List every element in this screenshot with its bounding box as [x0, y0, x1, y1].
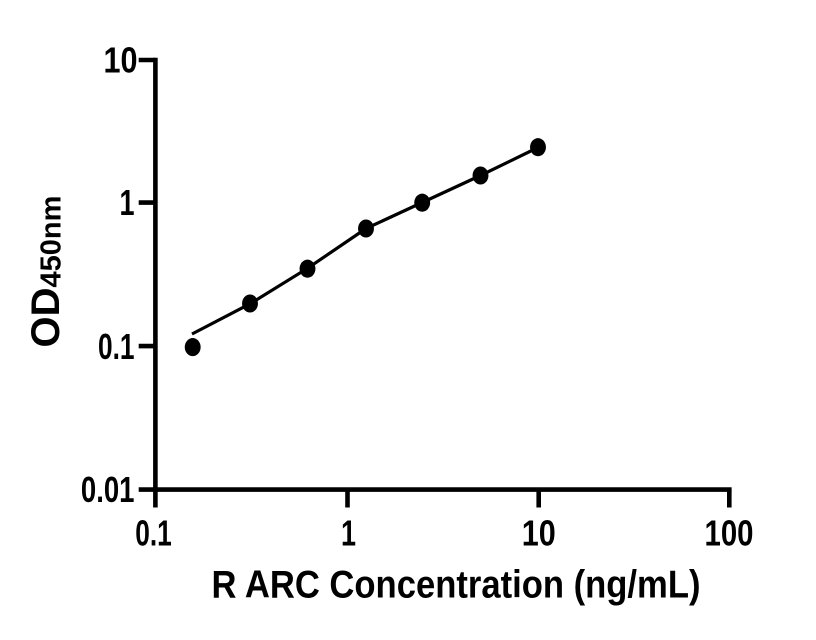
svg-text:1: 1 — [341, 513, 356, 554]
svg-text:R ARC Concentration (ng/mL): R ARC Concentration (ng/mL) — [212, 564, 701, 607]
svg-text:0.01: 0.01 — [81, 469, 135, 510]
svg-text:0.1: 0.1 — [135, 513, 172, 554]
svg-text:100: 100 — [705, 513, 754, 554]
svg-text:10: 10 — [104, 39, 138, 80]
svg-text:10: 10 — [522, 513, 556, 554]
svg-text:1: 1 — [120, 182, 135, 223]
svg-text:0.1: 0.1 — [98, 326, 135, 367]
